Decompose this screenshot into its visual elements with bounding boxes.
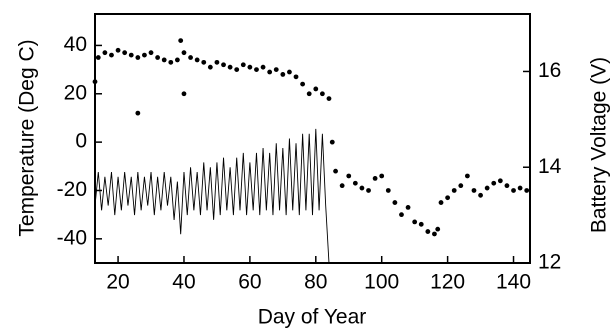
point — [379, 173, 385, 179]
point — [306, 91, 312, 97]
point — [135, 110, 141, 116]
point — [267, 69, 273, 75]
point — [221, 62, 226, 68]
plot-frame — [94, 13, 531, 264]
point — [366, 188, 371, 193]
point — [491, 180, 497, 186]
point — [372, 175, 378, 181]
point — [135, 55, 141, 60]
point — [517, 185, 523, 191]
point — [178, 38, 184, 43]
x-tick-label: 120 — [430, 271, 465, 294]
point — [511, 188, 516, 193]
point — [300, 81, 306, 87]
y2-axis-title: Battery Voltage (V) — [588, 57, 611, 233]
y2-tick-label: 12 — [538, 251, 561, 274]
point — [399, 212, 404, 218]
x-axis-title: Day of Year — [258, 306, 367, 329]
point — [497, 178, 503, 184]
point — [464, 173, 470, 179]
point — [247, 64, 253, 70]
point — [451, 188, 457, 193]
y2-tick-label: 14 — [538, 155, 562, 178]
y2-tick-label: 16 — [538, 59, 561, 82]
point — [168, 59, 174, 65]
point — [240, 62, 246, 68]
point — [122, 50, 128, 56]
point — [234, 67, 240, 73]
point — [524, 188, 530, 193]
point — [418, 221, 424, 227]
point — [128, 52, 134, 58]
point — [405, 204, 411, 210]
point — [207, 64, 213, 70]
point — [392, 200, 398, 205]
point — [319, 91, 325, 97]
point — [313, 86, 319, 92]
point — [425, 229, 431, 234]
point — [181, 50, 187, 56]
y-axis-title: Temperature (Deg C) — [16, 39, 39, 236]
x-tick-label: 140 — [496, 271, 531, 294]
y-tick-label: 0 — [75, 130, 87, 153]
point — [161, 57, 167, 63]
x-tick-label: 80 — [304, 271, 327, 294]
point — [142, 52, 147, 58]
point — [280, 72, 286, 77]
point — [227, 64, 233, 70]
point — [352, 180, 358, 186]
point — [346, 173, 352, 179]
point — [155, 55, 161, 60]
point — [95, 55, 101, 60]
point — [102, 50, 108, 56]
point — [432, 231, 437, 237]
point — [329, 139, 335, 145]
x-tick-label: 20 — [106, 271, 129, 294]
point — [359, 185, 365, 191]
x-tick-label: 60 — [238, 271, 261, 294]
point — [287, 69, 292, 75]
x-tick-label: 40 — [172, 271, 195, 294]
point — [435, 226, 441, 232]
point — [445, 195, 451, 201]
point — [92, 79, 98, 85]
point — [385, 188, 391, 193]
point — [174, 57, 180, 63]
y-tick-label: -20 — [57, 178, 87, 201]
point — [214, 59, 220, 65]
point — [478, 192, 483, 198]
point — [109, 52, 114, 58]
point — [412, 219, 418, 225]
point — [148, 50, 154, 56]
x-tick-label: 100 — [364, 271, 399, 294]
voltage-line — [94, 128, 330, 264]
point — [201, 59, 207, 65]
point — [471, 188, 477, 193]
point — [181, 91, 187, 97]
point — [504, 183, 510, 189]
point — [333, 168, 338, 174]
point — [115, 47, 121, 53]
point — [458, 183, 464, 189]
point — [194, 57, 200, 63]
point — [260, 64, 266, 70]
y-tick-label: 40 — [64, 33, 87, 56]
point — [438, 200, 444, 205]
y-tick-label: -40 — [57, 226, 87, 249]
point — [188, 55, 193, 60]
point — [484, 185, 490, 191]
point — [254, 67, 259, 73]
point — [273, 67, 279, 73]
point — [339, 183, 345, 189]
y-tick-label: 20 — [64, 81, 87, 104]
point — [326, 96, 332, 102]
point — [293, 74, 299, 80]
